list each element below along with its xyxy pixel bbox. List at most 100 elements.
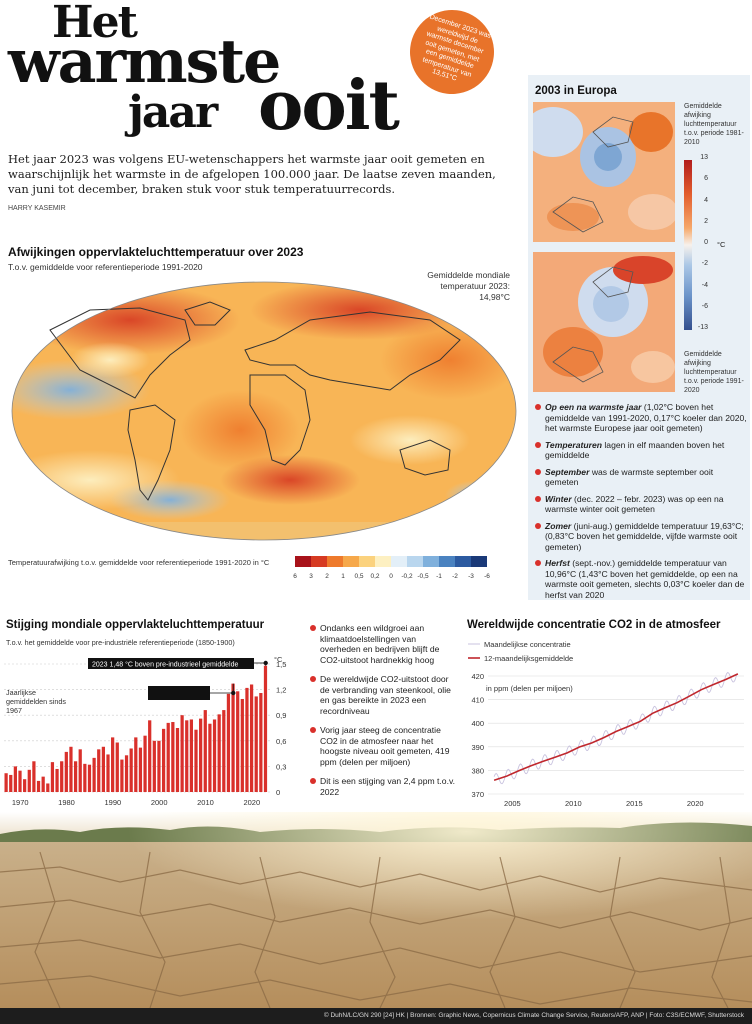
legend-swatch	[407, 556, 423, 567]
europe-fact: Zomer (juni-aug.) gemiddelde temperatuur…	[535, 521, 747, 553]
legend-swatch	[327, 556, 343, 567]
temp-bar	[120, 759, 124, 792]
headline-line4: ooit	[258, 66, 400, 146]
intro-text: Het jaar 2023 was volgens EU-wetenschapp…	[8, 152, 496, 196]
legend-label: 0,5	[354, 573, 364, 580]
co2-chart-title: Wereldwijde concentratie CO2 in de atmos…	[467, 619, 721, 631]
legend-label: 3	[309, 573, 313, 580]
europe-scale-label: -6	[701, 302, 708, 310]
world-map-title: Afwijkingen oppervlakteluchttemperatuur …	[8, 245, 304, 259]
legend-label: -3	[468, 573, 474, 580]
legend-swatch	[471, 556, 487, 567]
legend-label: -1	[436, 573, 442, 580]
headline-line3: jaar	[128, 87, 218, 138]
temp-y-tick: 0,3	[276, 762, 286, 771]
annotation-2023: 2023 1,48 °C boven pre-industrieel gemid…	[92, 661, 239, 669]
temp-bar	[171, 722, 175, 792]
temp-bar	[208, 723, 212, 792]
temp-x-tick: 1970	[12, 798, 29, 807]
temp-bar	[236, 691, 240, 792]
europe-fact-text: (sept.-nov.) gemiddelde temperatuur van …	[545, 558, 745, 600]
europe-scale-label: -13	[697, 324, 708, 331]
temp-bar	[263, 665, 268, 792]
europe-fact-text: was de warmste september ooit gemeten	[545, 466, 714, 488]
legend-swatch	[423, 556, 439, 567]
temp-bar	[212, 719, 217, 792]
world-anomaly-map	[11, 281, 517, 541]
temp-bar	[50, 762, 55, 792]
legend-label: -6	[484, 573, 490, 580]
temp-x-tick: 2000	[151, 798, 168, 807]
europe-fact-text: (1,02°C boven het gemiddelde van 1991-20…	[545, 402, 747, 433]
footer-credits: © DuhN/LC/GN 290 [24] HK | Bronnen: Grap…	[0, 1008, 752, 1024]
temp-bar	[124, 755, 129, 792]
temp-bar	[157, 740, 161, 792]
legend-swatch	[455, 556, 471, 567]
temp-bar	[64, 751, 68, 792]
temp-bar	[152, 740, 156, 792]
temp-bar	[231, 683, 235, 792]
legend-label: -0,5	[417, 573, 429, 580]
annotation-box	[88, 658, 254, 669]
world-map-subtitle: T.o.v. gemiddelde voor referentieperiode…	[8, 262, 203, 272]
temp-bar	[97, 749, 101, 792]
co2-x-tick: 2015	[626, 799, 643, 808]
temp-bar	[9, 774, 13, 792]
global-mean-annotation: Gemiddelde mondiale temperatuur 2023: 14…	[427, 270, 510, 302]
temp-bar	[143, 735, 147, 792]
temp-bar	[185, 720, 189, 792]
temp-bar	[23, 779, 27, 792]
legend-swatch	[295, 556, 311, 567]
temp-x-tick: 2010	[197, 798, 214, 807]
co2-y-tick: 400	[471, 719, 484, 728]
temp-bar	[175, 728, 180, 792]
temp-bar	[259, 693, 263, 792]
temp-bar	[249, 684, 254, 792]
temp-bar	[46, 783, 50, 792]
temp-bar	[129, 748, 133, 792]
temp-bar	[27, 769, 31, 792]
co2-facts: Ondanks een wildgroei aan klimaatdoelste…	[310, 623, 458, 806]
redaction-dot	[231, 690, 236, 696]
map-legend-title: Temperatuurafwijking t.o.v. gemiddelde v…	[8, 558, 270, 567]
temp-y-tick: 1,2	[276, 686, 286, 695]
legend-label: 6	[293, 573, 297, 580]
temp-chart-title: Stijging mondiale oppervlakteluchttemper…	[6, 619, 265, 631]
europe-scale-label: -2	[701, 260, 708, 268]
europe-fact: Op een na warmste jaar (1,02°C boven het…	[535, 402, 747, 434]
temp-bar	[166, 722, 170, 792]
legend-swatch	[375, 556, 391, 567]
cracked-earth-photo	[0, 812, 752, 1008]
legend-swatch	[359, 556, 375, 567]
co2-y-tick: 420	[471, 672, 484, 681]
temp-bar	[32, 761, 36, 792]
temp-bar	[92, 757, 96, 792]
temp-bar	[254, 696, 258, 792]
temp-bar	[161, 728, 166, 792]
temp-x-tick: 1980	[58, 798, 75, 807]
legend-label: -0,2	[401, 573, 413, 580]
legend-swatch	[311, 556, 327, 567]
co2-average-line	[493, 673, 739, 782]
temp-bar	[180, 715, 184, 792]
co2-fact: De wereldwijde CO2-uitstoot door de verb…	[310, 674, 458, 716]
legend-label: 2	[325, 573, 329, 580]
temp-bar	[199, 718, 203, 792]
co2-monthly-line	[493, 671, 738, 785]
temp-bar	[240, 698, 244, 792]
temp-bar	[106, 754, 110, 792]
legend-label: -2	[452, 573, 458, 580]
temp-bar	[73, 761, 78, 792]
europe-map-bottom	[533, 252, 675, 392]
europe-color-scale	[684, 160, 692, 330]
temp-bar	[87, 764, 92, 792]
co2-line-chart: Maandelijkse concentratie 12-maandelijksg…	[468, 640, 744, 808]
europe-scale-label: 13	[700, 154, 708, 161]
europe-fact-head: Herfst	[545, 558, 573, 568]
europe-fact-text: (juni-aug.) gemiddelde temperatuur 19,63…	[545, 520, 744, 552]
co2-legend-label: 12-maandelijksgemiddelde	[484, 654, 573, 663]
temp-bar	[115, 742, 119, 792]
europe-fact-head: September	[545, 466, 592, 477]
temp-bar	[203, 710, 207, 792]
europe-fact: Herfst (sept.-nov.) gemiddelde temperatu…	[535, 558, 747, 600]
